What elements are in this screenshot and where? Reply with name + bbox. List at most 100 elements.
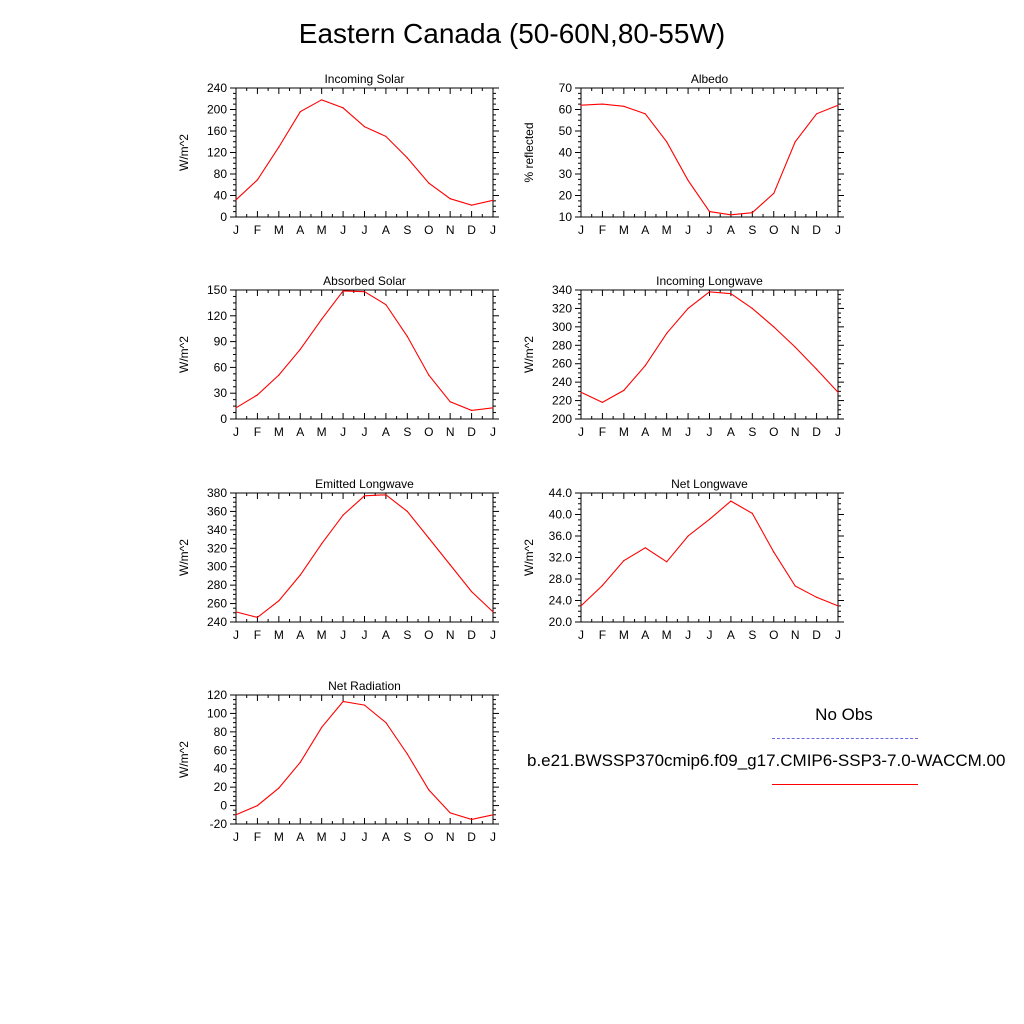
page-title: Eastern Canada (50-60N,80-55W) bbox=[298, 18, 726, 49]
panel-title: Incoming Solar bbox=[324, 72, 404, 86]
y-tick-label: 0 bbox=[220, 210, 227, 224]
x-tick-label: N bbox=[791, 425, 800, 439]
data-point bbox=[363, 126, 366, 128]
y-tick-label: 40.0 bbox=[549, 508, 573, 522]
x-tick-label: D bbox=[812, 223, 821, 237]
x-tick-label: M bbox=[317, 628, 327, 642]
data-point bbox=[816, 368, 818, 370]
y-tick-label: 90 bbox=[214, 335, 228, 349]
data-point bbox=[342, 700, 344, 703]
y-tick-label: 340 bbox=[207, 523, 227, 537]
legend-obs-label: No Obs bbox=[815, 705, 873, 724]
data-point bbox=[644, 113, 646, 115]
x-tick-label: N bbox=[791, 628, 800, 642]
x-tick-label: A bbox=[296, 425, 304, 439]
data-point bbox=[730, 293, 732, 295]
x-tick-label: J bbox=[835, 223, 841, 237]
x-tick-label: F bbox=[599, 223, 606, 237]
y-tick-label: 240 bbox=[552, 375, 572, 389]
data-point bbox=[235, 407, 237, 409]
x-tick-label: M bbox=[662, 628, 672, 642]
data-point bbox=[708, 518, 711, 520]
x-tick-label: A bbox=[382, 425, 390, 439]
x-tick-label: F bbox=[254, 223, 261, 237]
y-tick-label: 36.0 bbox=[549, 529, 573, 543]
x-tick-label: J bbox=[685, 628, 691, 642]
x-tick-label: D bbox=[467, 223, 476, 237]
x-tick-label: A bbox=[641, 425, 649, 439]
x-tick-label: J bbox=[707, 223, 713, 237]
plot-frame bbox=[235, 492, 494, 623]
x-tick-label: O bbox=[424, 425, 433, 439]
y-tick-label: 60 bbox=[559, 103, 573, 117]
x-tick-label: J bbox=[490, 223, 496, 237]
x-tick-label: A bbox=[382, 830, 390, 844]
x-tick-label: F bbox=[254, 425, 261, 439]
x-tick-label: J bbox=[490, 830, 496, 844]
x-tick-label: J bbox=[233, 223, 239, 237]
plot-frame bbox=[235, 87, 494, 218]
data-point bbox=[321, 726, 323, 728]
x-tick-label: D bbox=[467, 830, 476, 844]
plot-frame bbox=[235, 289, 494, 420]
data-point bbox=[363, 704, 366, 706]
data-point bbox=[385, 135, 387, 137]
data-point bbox=[449, 564, 451, 566]
x-tick-label: A bbox=[382, 223, 390, 237]
x-tick-label: N bbox=[446, 830, 455, 844]
x-tick-label: N bbox=[446, 223, 455, 237]
y-tick-label: 20 bbox=[559, 189, 573, 203]
data-point bbox=[580, 605, 582, 607]
data-point bbox=[299, 761, 301, 763]
y-tick-label: 260 bbox=[207, 597, 227, 611]
x-tick-label: M bbox=[317, 425, 327, 439]
data-point bbox=[666, 332, 668, 334]
data-point bbox=[687, 307, 689, 309]
data-point bbox=[666, 141, 668, 143]
y-tick-label: 280 bbox=[552, 338, 572, 352]
x-tick-label: O bbox=[769, 628, 778, 642]
y-tick-label: 300 bbox=[207, 560, 227, 574]
data-point bbox=[794, 585, 796, 587]
y-tick-label: 120 bbox=[207, 688, 227, 702]
data-point bbox=[471, 591, 473, 593]
x-tick-label: N bbox=[446, 628, 455, 642]
x-tick-label: S bbox=[748, 425, 756, 439]
data-point bbox=[406, 510, 408, 512]
data-point bbox=[794, 346, 796, 348]
x-tick-label: A bbox=[641, 223, 649, 237]
data-point bbox=[644, 365, 646, 367]
y-tick-label: 10 bbox=[559, 210, 573, 224]
x-tick-label: D bbox=[812, 628, 821, 642]
data-point bbox=[428, 789, 430, 791]
data-point bbox=[773, 192, 775, 194]
data-point bbox=[385, 494, 387, 496]
y-tick-label: -20 bbox=[210, 817, 228, 831]
x-tick-label: J bbox=[233, 628, 239, 642]
x-tick-label: J bbox=[340, 830, 346, 844]
data-point bbox=[623, 105, 625, 107]
y-tick-label: 360 bbox=[207, 504, 227, 518]
x-tick-label: M bbox=[662, 425, 672, 439]
data-point bbox=[299, 111, 301, 113]
data-point bbox=[816, 113, 818, 115]
x-tick-label: J bbox=[685, 425, 691, 439]
data-point bbox=[644, 547, 646, 549]
x-tick-label: J bbox=[578, 628, 584, 642]
data-point bbox=[342, 514, 344, 516]
x-tick-label: O bbox=[424, 830, 433, 844]
data-point bbox=[363, 291, 366, 293]
y-tick-label: 60 bbox=[214, 743, 228, 757]
panel-title: Net Radiation bbox=[328, 679, 401, 693]
y-tick-label: 70 bbox=[559, 81, 573, 95]
data-point bbox=[321, 99, 323, 101]
x-tick-label: M bbox=[274, 830, 284, 844]
y-tick-label: 120 bbox=[207, 146, 227, 160]
data-point bbox=[837, 605, 839, 607]
y-tick-label: 260 bbox=[552, 357, 572, 371]
y-tick-label: 120 bbox=[207, 309, 227, 323]
x-tick-label: O bbox=[769, 425, 778, 439]
x-tick-label: S bbox=[403, 223, 411, 237]
